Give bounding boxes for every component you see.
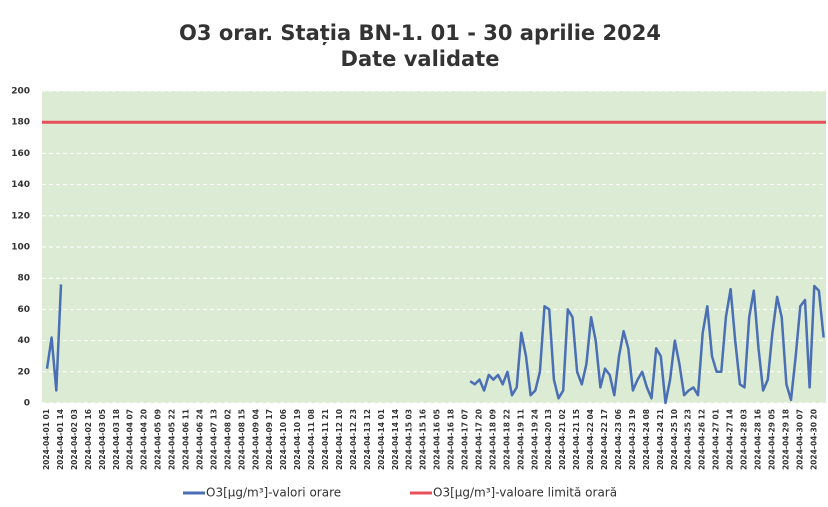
x-tick-label: 2024-04-27 01 bbox=[712, 409, 721, 470]
x-tick-label: 2024-04-14 01 bbox=[377, 409, 386, 470]
x-tick-label: 2024-04-27 14 bbox=[726, 409, 735, 470]
x-tick-label: 2024-04-22 04 bbox=[586, 409, 595, 470]
x-tick-label: 2024-04-16 05 bbox=[433, 409, 442, 470]
y-tick-label: 200 bbox=[11, 87, 30, 97]
x-tick-label: 2024-04-20 13 bbox=[544, 409, 553, 470]
x-tick-label: 2024-04-22 17 bbox=[600, 409, 609, 470]
legend-label: O3[µg/m³]-valori orare bbox=[206, 486, 341, 500]
legend-label: O3[µg/m³]-valoare limită orară bbox=[433, 486, 617, 500]
chart-title: O3 orar. Stația BN-1. 01 - 30 aprilie 20… bbox=[179, 21, 661, 46]
y-tick-label: 80 bbox=[17, 274, 30, 284]
y-tick-label: 140 bbox=[11, 180, 30, 190]
x-tick-label: 2024-04-05 09 bbox=[154, 409, 163, 470]
x-tick-label: 2024-04-05 22 bbox=[168, 409, 177, 470]
x-tick-label: 2024-04-28 03 bbox=[740, 409, 749, 470]
x-tick-label: 2024-04-09 17 bbox=[265, 409, 274, 470]
x-tick-label: 2024-04-12 23 bbox=[349, 409, 358, 470]
y-tick-label: 60 bbox=[17, 305, 30, 315]
x-tick-label: 2024-04-04 20 bbox=[140, 409, 149, 470]
x-tick-label: 2024-04-09 04 bbox=[251, 409, 260, 470]
x-tick-label: 2024-04-01 01 bbox=[42, 409, 51, 470]
x-tick-label: 2024-04-17 20 bbox=[474, 409, 483, 470]
x-tick-label: 2024-04-19 24 bbox=[530, 409, 539, 470]
x-tick-label: 2024-04-16 18 bbox=[447, 409, 456, 470]
x-tick-label: 2024-04-30 20 bbox=[809, 409, 818, 470]
x-tick-label: 2024-04-06 24 bbox=[195, 409, 204, 470]
x-tick-label: 2024-04-04 07 bbox=[126, 409, 135, 470]
x-tick-label: 2024-04-21 15 bbox=[572, 409, 581, 470]
x-tick-label: 2024-04-26 12 bbox=[698, 409, 707, 470]
x-tick-label: 2024-04-29 05 bbox=[767, 409, 776, 470]
x-tick-label: 2024-04-18 09 bbox=[488, 409, 497, 470]
x-tick-label: 2024-04-02 16 bbox=[84, 409, 93, 470]
x-tick-label: 2024-04-02 03 bbox=[70, 409, 79, 470]
x-tick-label: 2024-04-03 18 bbox=[112, 409, 121, 470]
x-tick-label: 2024-04-13 12 bbox=[363, 409, 372, 470]
x-tick-label: 2024-04-15 16 bbox=[419, 409, 428, 470]
x-tick-label: 2024-04-21 02 bbox=[558, 409, 567, 470]
x-tick-label: 2024-04-17 07 bbox=[461, 409, 470, 470]
x-tick-label: 2024-04-29 18 bbox=[781, 409, 790, 470]
x-tick-label: 2024-04-25 10 bbox=[670, 409, 679, 470]
x-tick-label: 2024-04-19 11 bbox=[516, 409, 525, 470]
y-tick-label: 180 bbox=[11, 118, 30, 128]
x-tick-label: 2024-04-25 23 bbox=[684, 409, 693, 470]
y-tick-label: 160 bbox=[11, 149, 30, 159]
x-tick-label: 2024-04-08 02 bbox=[223, 409, 232, 470]
x-tick-label: 2024-04-11 08 bbox=[307, 409, 316, 470]
y-tick-label: 40 bbox=[17, 336, 30, 346]
x-tick-label: 2024-04-14 14 bbox=[391, 409, 400, 470]
x-tick-label: 2024-04-23 06 bbox=[614, 409, 623, 470]
x-tick-label: 2024-04-10 06 bbox=[279, 409, 288, 470]
x-tick-label: 2024-04-24 21 bbox=[656, 409, 665, 470]
x-tick-label: 2024-04-01 14 bbox=[56, 409, 65, 470]
x-tick-label: 2024-04-12 10 bbox=[335, 409, 344, 470]
x-tick-label: 2024-04-11 21 bbox=[321, 409, 330, 470]
y-tick-label: 120 bbox=[11, 211, 30, 221]
y-tick-label: 100 bbox=[11, 243, 30, 253]
x-tick-label: 2024-04-28 16 bbox=[753, 409, 762, 470]
y-tick-label: 0 bbox=[24, 399, 30, 409]
x-tick-label: 2024-04-08 15 bbox=[237, 409, 246, 470]
data-line bbox=[45, 284, 825, 405]
x-tick-label: 2024-04-24 08 bbox=[642, 409, 651, 470]
x-tick-label: 2024-04-10 19 bbox=[293, 409, 302, 470]
x-tick-label: 2024-04-23 19 bbox=[628, 409, 637, 470]
x-tick-label: 2024-04-03 05 bbox=[98, 409, 107, 470]
chart-subtitle: Date validate bbox=[341, 47, 500, 71]
y-tick-label: 20 bbox=[17, 367, 30, 377]
x-tick-label: 2024-04-30 07 bbox=[795, 409, 804, 470]
x-tick-label: 2024-04-18 22 bbox=[502, 409, 511, 470]
x-tick-label: 2024-04-07 13 bbox=[209, 409, 218, 470]
x-tick-label: 2024-04-15 03 bbox=[405, 409, 414, 470]
x-tick-label: 2024-04-06 11 bbox=[182, 409, 191, 470]
